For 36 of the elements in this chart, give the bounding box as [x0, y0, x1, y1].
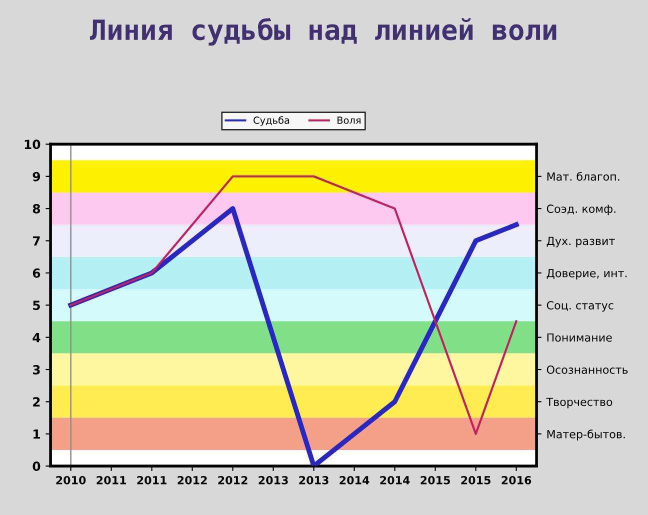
x-tick-label: 2013	[299, 476, 328, 484]
x-tick-label: 2015	[420, 476, 450, 484]
x-tick-label: 2015	[461, 476, 490, 484]
y-tick-label: 8	[32, 204, 40, 214]
band-label: Мат. благоп.	[547, 172, 620, 181]
band-label: Осознанность	[546, 365, 628, 374]
y-tick-label: 4	[32, 332, 40, 342]
band-label: Доверие, инт.	[546, 269, 627, 280]
legend-label: Воля	[338, 116, 360, 124]
x-tick-label: 2014	[340, 476, 370, 484]
y-tick-label: 5	[33, 300, 40, 310]
x-tick-label: 2012	[218, 476, 248, 484]
band-label: Понимание	[547, 333, 612, 342]
x-tick-label: 2013	[258, 476, 288, 484]
band-label: Творчество	[546, 398, 612, 408]
legend-label: Судьба	[254, 116, 290, 126]
y-tick-label: 0	[32, 462, 40, 471]
y-tick-label: 3	[32, 364, 40, 374]
y-tick-label: 9	[32, 172, 40, 182]
band-label: Матер-бытов.	[547, 430, 625, 441]
y-tick-label: 2	[33, 397, 40, 406]
x-tick-label: 2010	[56, 476, 86, 484]
band-label: Дух. развит	[546, 236, 615, 248]
x-tick-label: 2011	[137, 476, 166, 484]
y-tick-label: 1	[34, 430, 40, 439]
chart-title: Линия судьбы над линией воли	[90, 18, 556, 46]
y-tick-label: 10	[24, 140, 40, 150]
band-label: Соц. статус	[546, 301, 614, 312]
band-label: Соэд. комф.	[546, 204, 616, 216]
y-tick-label: 6	[32, 268, 40, 278]
y-tick-label: 7	[32, 236, 40, 246]
x-tick-label: 2016	[502, 476, 532, 484]
x-tick-label: 2012	[178, 476, 207, 484]
line-series	[70, 175, 518, 435]
x-tick-label: 2011	[96, 476, 126, 484]
x-tick-label: 2014	[380, 476, 410, 484]
